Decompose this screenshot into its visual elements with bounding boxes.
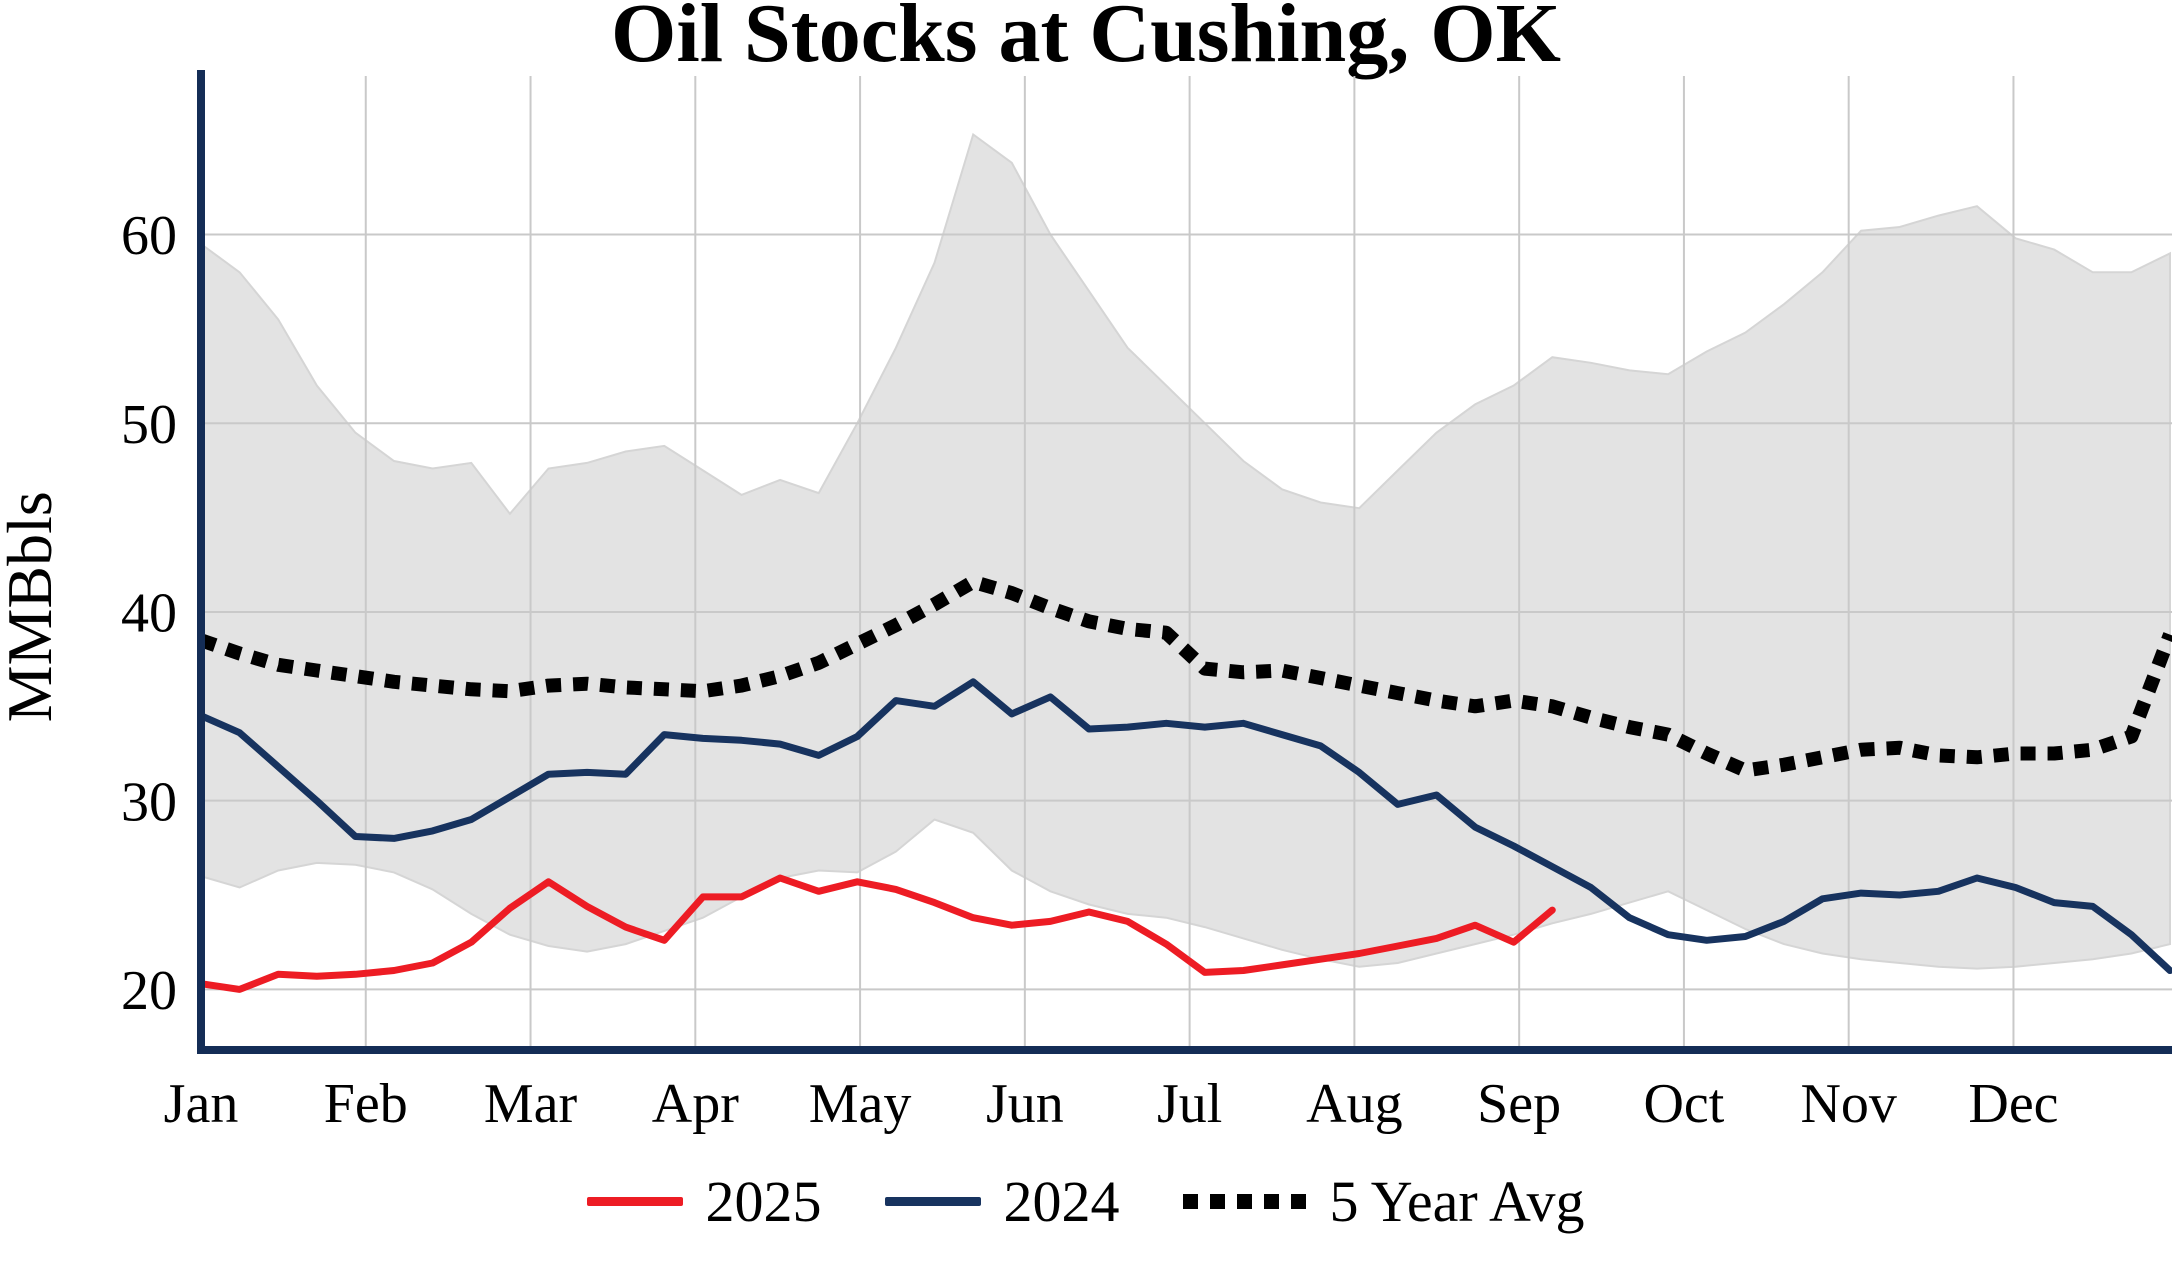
y-tick-label: 60 — [121, 205, 177, 267]
x-tick-label-jul: Jul — [1157, 1073, 1222, 1135]
y-tick-label: 30 — [121, 771, 177, 833]
series-line-2025 — [197, 874, 1556, 993]
x-axis-spine — [197, 1046, 2172, 1054]
series-line-5-year-avg — [198, 574, 2172, 778]
series-line-2024 — [197, 678, 2172, 974]
y-tick-label: 50 — [121, 394, 177, 456]
x-tick-label-apr: Apr — [652, 1073, 739, 1135]
x-tick-label-mar: Mar — [484, 1073, 578, 1135]
x-tick-label-may: May — [809, 1073, 912, 1135]
legend-label-5yr-avg: 5 Year Avg — [1329, 1169, 1585, 1234]
y-axis-spine — [197, 70, 205, 1054]
legend-item-2025: 2025 — [587, 1168, 821, 1235]
x-tick-label-dec: Dec — [1968, 1073, 2058, 1135]
y-tick-label: 40 — [121, 583, 177, 645]
legend-dotted-sample-5yr-avg — [1183, 1194, 1308, 1209]
five-year-range-band — [200, 132, 2171, 970]
legend-item-5yr-avg: 5 Year Avg — [1183, 1168, 1585, 1235]
legend-line-sample-2024 — [885, 1197, 982, 1206]
legend-item-2024: 2024 — [885, 1168, 1119, 1235]
legend-label-2025: 2025 — [705, 1169, 822, 1234]
legend-label-2024: 2024 — [1003, 1169, 1120, 1234]
x-tick-label-jan: Jan — [164, 1073, 239, 1135]
chart-legend: 2025 2024 5 Year Avg — [0, 1168, 2172, 1235]
legend-line-sample-2025 — [587, 1197, 684, 1206]
chart-title: Oil Stocks at Cushing, OK — [611, 0, 1561, 80]
x-tick-label-oct: Oct — [1643, 1073, 1724, 1135]
y-tick-label: 20 — [121, 960, 177, 1022]
x-tick-label-nov: Nov — [1800, 1073, 1896, 1135]
x-tick-label-feb: Feb — [324, 1073, 408, 1135]
x-tick-label-sep: Sep — [1477, 1073, 1561, 1135]
x-tick-label-jun: Jun — [986, 1073, 1064, 1135]
x-tick-label-aug: Aug — [1306, 1073, 1402, 1135]
